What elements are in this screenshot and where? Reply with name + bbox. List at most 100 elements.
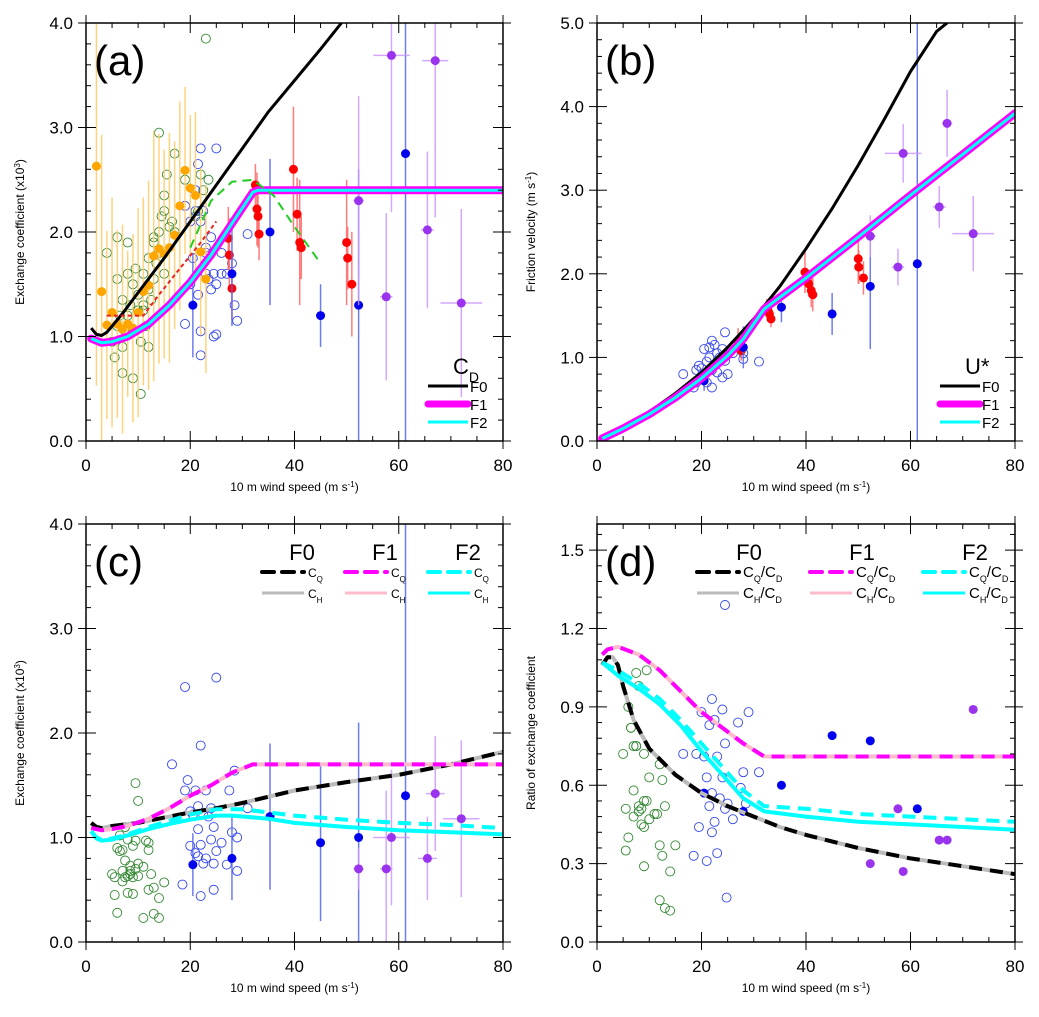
data-point xyxy=(130,835,141,846)
data-point xyxy=(628,785,639,796)
data-point xyxy=(721,892,732,903)
data-point xyxy=(232,865,243,876)
data-point xyxy=(733,717,744,728)
series-line-reference-red-dotted xyxy=(106,220,218,317)
data-point xyxy=(704,352,715,363)
panel-label: (c) xyxy=(94,538,143,585)
x-axis-title: 10 m wind speed (m s-1) xyxy=(742,981,871,996)
y-tick-label: 0.0 xyxy=(49,933,73,952)
data-point xyxy=(167,216,177,227)
data-point xyxy=(854,262,864,272)
y-tick-label: 0.9 xyxy=(560,698,584,717)
y-tick-label: 3.0 xyxy=(560,181,584,200)
data-point xyxy=(865,281,875,291)
data-point xyxy=(422,225,432,235)
legend-label: CH/CD xyxy=(969,585,1008,605)
data-point xyxy=(206,284,217,295)
legend-label: F0 xyxy=(470,379,488,396)
data-point xyxy=(912,259,922,269)
data-point xyxy=(659,903,670,913)
data-point xyxy=(827,731,837,741)
data-point xyxy=(122,887,133,898)
data-point xyxy=(143,884,154,895)
x-tick-label: 0 xyxy=(592,456,601,475)
data-point xyxy=(707,694,717,704)
data-point xyxy=(712,848,723,859)
x-tick-label: 40 xyxy=(797,456,816,475)
data-point xyxy=(198,185,209,196)
data-point xyxy=(343,253,353,263)
x-tick-label: 0 xyxy=(592,957,601,976)
legend-title: CD xyxy=(453,354,479,385)
data-point xyxy=(170,230,180,240)
data-point xyxy=(196,247,206,257)
data-point xyxy=(130,778,141,789)
data-point xyxy=(942,835,952,845)
legend-label: F2 xyxy=(982,415,1000,432)
data-point xyxy=(754,356,764,367)
data-point xyxy=(641,665,652,676)
data-point xyxy=(678,369,689,380)
data-point xyxy=(430,789,440,799)
y-tick-label: 2.0 xyxy=(560,265,584,284)
data-point xyxy=(934,835,944,845)
series-line-F2-CH xyxy=(600,660,1015,832)
legend-label: CQ xyxy=(391,566,406,584)
data-point xyxy=(701,856,712,866)
data-point xyxy=(148,882,159,893)
data-point xyxy=(707,382,717,393)
legend-group-title: F2 xyxy=(962,540,988,565)
x-tick-label: 40 xyxy=(285,456,304,475)
data-point xyxy=(125,860,136,871)
point-group-purple-filled xyxy=(865,89,995,286)
plot-area xyxy=(89,524,503,942)
data-point xyxy=(717,704,728,715)
y-tick-label: 0.6 xyxy=(560,776,584,795)
data-point xyxy=(190,190,200,200)
legend-group-title: F1 xyxy=(849,540,875,565)
data-point xyxy=(620,845,631,856)
point-group-blue-filled xyxy=(188,524,411,942)
legend-label: CH xyxy=(474,587,489,605)
legend-group-title: F0 xyxy=(289,540,315,565)
data-point xyxy=(97,287,107,297)
data-point xyxy=(654,840,665,851)
data-point xyxy=(211,672,222,683)
data-point xyxy=(120,872,131,883)
x-tick-label: 20 xyxy=(692,957,711,976)
panel-a: 0 20 40 60 80 0.0 1.0 2.0 3.0 4.0 10 m wind speed … xyxy=(13,14,513,494)
data-point xyxy=(704,801,715,812)
data-point xyxy=(898,866,908,876)
data-point xyxy=(620,803,631,814)
data-point xyxy=(211,846,222,857)
data-point xyxy=(707,827,717,838)
panel-d: 0 20 40 60 80 0.0 0.3 0.6 0.9 1.2 1.5 10 m wind spe… xyxy=(524,516,1024,995)
data-point xyxy=(827,309,837,319)
x-tick-label: 60 xyxy=(901,456,920,475)
y-tick-label: 3.0 xyxy=(49,119,73,138)
data-point xyxy=(766,314,776,324)
data-point xyxy=(808,290,818,300)
data-point xyxy=(649,809,660,819)
data-point xyxy=(185,840,196,851)
data-point xyxy=(133,871,144,882)
y-tick-label: 4.0 xyxy=(560,98,584,117)
data-point xyxy=(127,840,138,851)
x-tick-label: 20 xyxy=(181,957,200,976)
data-point xyxy=(180,165,190,175)
data-point xyxy=(146,869,157,880)
data-point xyxy=(631,741,642,752)
data-point xyxy=(720,327,730,338)
data-point xyxy=(112,843,123,853)
x-tick-label: 80 xyxy=(494,957,513,976)
x-tick-label: 40 xyxy=(797,957,816,976)
data-point xyxy=(227,853,237,863)
data-point xyxy=(175,201,185,211)
data-point xyxy=(865,736,875,746)
y-tick-label: 0.0 xyxy=(560,933,584,952)
data-point xyxy=(626,722,636,733)
data-point xyxy=(211,329,222,340)
x-tick-label: 20 xyxy=(181,456,200,475)
y-tick-label: 1.0 xyxy=(560,348,584,367)
